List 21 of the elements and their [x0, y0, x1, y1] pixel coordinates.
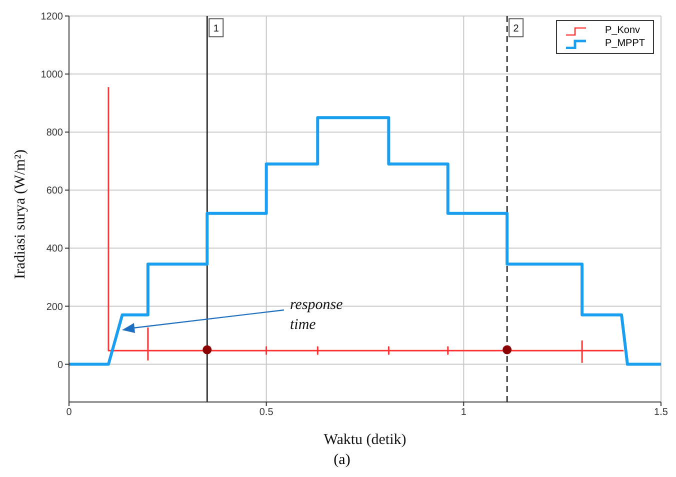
y-tick-label: 600	[46, 186, 64, 197]
x-tick-label: 1	[460, 407, 467, 418]
annotation: 2	[513, 24, 520, 35]
annotation: response time	[290, 297, 344, 333]
y-tick-label: 200	[46, 302, 64, 313]
y-tick-label: 0	[57, 360, 64, 371]
x-tick-label: 0.5	[259, 407, 274, 418]
annotation: 1	[213, 24, 220, 35]
y-tick-label: 1000	[40, 70, 64, 81]
line-series	[69, 116, 661, 366]
x-tick-label: 0	[66, 407, 72, 418]
legend-label: P_Konv	[605, 24, 640, 37]
line-series	[108, 86, 624, 363]
x-axis-title: Waktu (detik)	[324, 432, 406, 448]
y-tick-label: 400	[46, 244, 64, 255]
y-tick-label: 1200	[40, 12, 64, 23]
x-tick-label: 1.5	[654, 407, 668, 418]
y-tick-label: 800	[46, 128, 64, 139]
y-axis-title: Iradiasi surya (W/m²)	[12, 150, 28, 279]
text: (a)	[332, 452, 352, 469]
legend-label: P_MPPT	[605, 37, 646, 50]
